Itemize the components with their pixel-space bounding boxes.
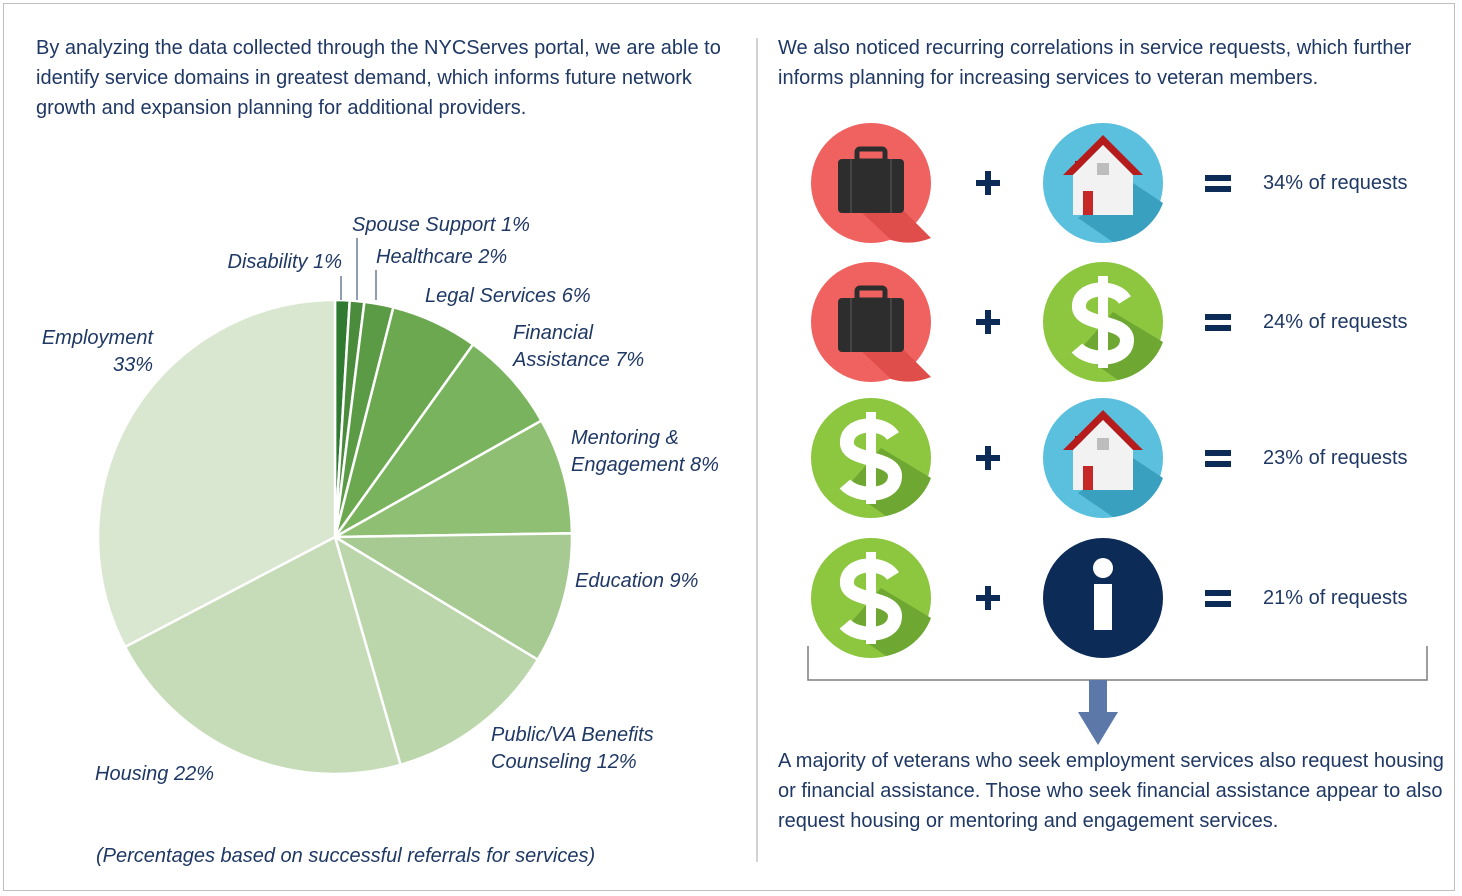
equals-sign [1205,590,1231,607]
slice-category: Disability [227,251,308,273]
plus-sign [976,310,1000,334]
conclusion: A majority of veterans who seek employme… [778,750,1444,832]
briefcase-icon [811,123,931,243]
slice-label: Financial Assistance 7% [513,320,663,374]
bracket [807,646,1428,681]
dollar-icon [1043,262,1163,382]
slice-category: Healthcare [376,246,473,268]
slice-value: 2% [478,246,508,268]
slice-label: Disability 1% [190,249,343,276]
slice-category: Financial Assistance [513,322,610,371]
correlation-label: 24% of requests [1263,311,1408,333]
right-intro: We also noticed recurring correlations i… [778,37,1412,89]
briefcase-icon [811,262,931,382]
slice-label: Mentoring & Engagement 8% [571,425,741,479]
dollar-icon [811,398,931,518]
slice-category: Legal Services [425,285,557,307]
slice-label: Public/VA Benefits Counseling 12% [491,722,681,776]
slice-category: Education [575,570,664,592]
slice-category: Employment [41,327,153,349]
slice-category: Spouse Support [352,214,496,236]
slice-value: 7% [615,349,645,371]
slice-category: Public/VA Benefits Counseling [491,724,654,773]
equals-sign [1205,175,1231,192]
correlation-label: 23% of requests [1263,447,1408,469]
info-icon [1043,538,1163,658]
slice-value: 1% [313,251,342,273]
slice-label: Spouse Support 1% [352,212,572,239]
slice-label: Housing 22% [95,761,255,788]
slice-label: Healthcare 2% [376,244,556,271]
pie-slice [123,535,403,776]
plus-sign [976,586,1000,610]
slice-label: Legal Services 6% [425,283,625,310]
correlation-label: 34% of requests [1263,172,1408,194]
slice-label: Employment 33% [20,325,153,379]
pie-slice [96,298,337,649]
slice-value: 1% [501,214,530,236]
house-icon [1043,398,1163,518]
plus-sign [976,171,1000,195]
slice-value: 8% [689,454,719,476]
slice-value: 6% [561,285,591,307]
equals-sign [1205,450,1231,467]
slice-value: 22% [173,763,214,785]
slice-category: Housing [95,763,169,785]
footnote: (Percentages based on successful referra… [96,845,596,867]
pie-slice [334,418,574,539]
correlation-label: 21% of requests [1263,587,1408,609]
slice-value: 9% [669,570,699,592]
pie-slice [332,534,540,767]
arrow [1078,680,1118,745]
pie [96,238,574,776]
equals-sign [1205,314,1231,331]
slice-label: Education 9% [575,568,735,595]
pie-slice [333,342,544,539]
slice-value: 12% [596,751,637,773]
intro-text: By analyzing the data collected through … [36,37,721,119]
dollar-icon [811,538,931,658]
plus-sign [976,446,1000,470]
house-icon [1043,123,1163,243]
slice-value: 33% [112,354,153,376]
pie-slice [330,532,574,662]
slice-category: Mentoring & Engagement [571,427,685,476]
frame [3,3,1455,891]
